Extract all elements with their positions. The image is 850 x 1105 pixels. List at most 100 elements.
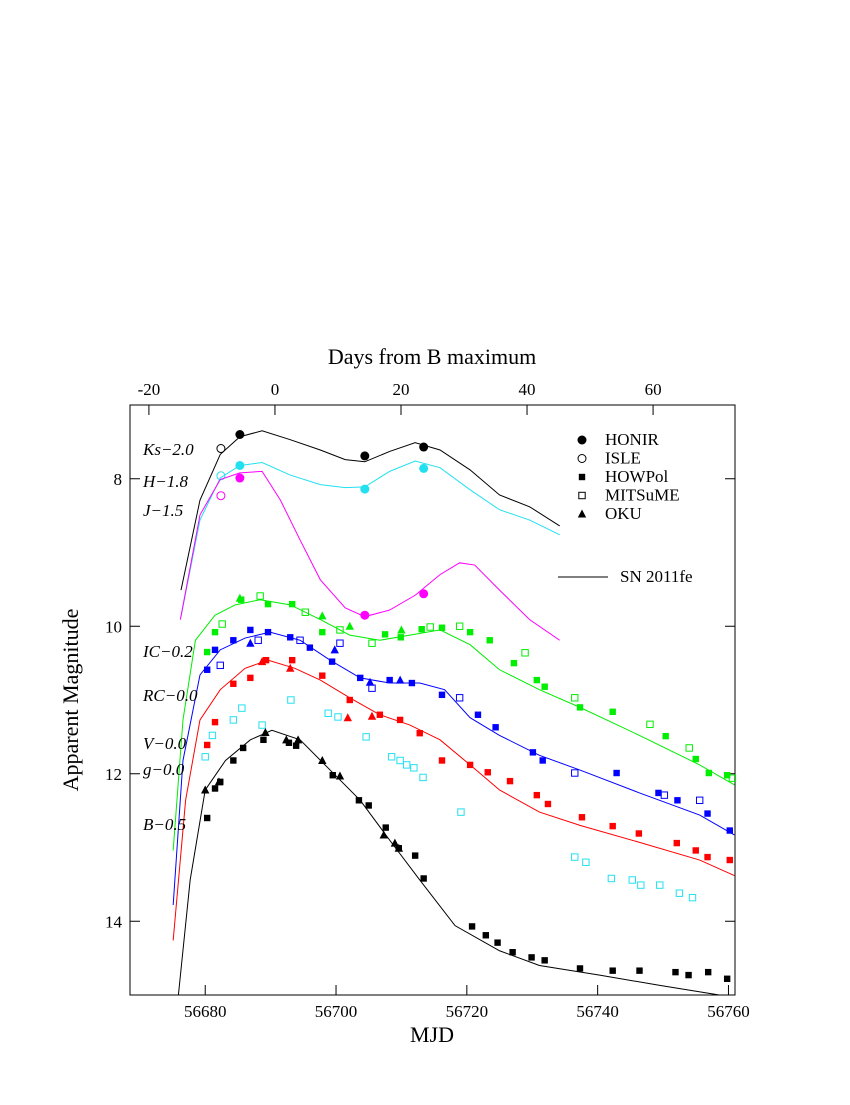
point <box>541 957 548 964</box>
point <box>260 736 267 744</box>
point <box>726 856 733 864</box>
point <box>636 967 643 974</box>
band-label: V−0.0 <box>143 734 187 753</box>
point <box>324 709 332 717</box>
point <box>609 967 616 974</box>
point <box>685 744 693 752</box>
point <box>609 708 616 715</box>
point <box>726 827 733 834</box>
point <box>287 634 294 641</box>
point <box>637 881 645 889</box>
point <box>319 628 326 636</box>
point <box>685 971 692 979</box>
point <box>396 756 404 765</box>
point <box>301 608 309 616</box>
point <box>528 954 535 961</box>
point <box>355 797 363 804</box>
point <box>695 796 704 804</box>
y-tick-label: 14 <box>105 912 123 931</box>
point <box>256 592 264 600</box>
band-label: B−0.5 <box>143 815 186 834</box>
point <box>662 732 669 740</box>
point <box>672 968 679 976</box>
point <box>319 672 326 679</box>
model-curve <box>172 631 735 906</box>
band-label: RC−0.0 <box>142 686 198 705</box>
point <box>230 680 237 687</box>
point <box>419 773 427 782</box>
point <box>360 610 370 620</box>
band-label: IC−0.2 <box>142 642 193 661</box>
point <box>408 679 416 687</box>
point <box>486 637 493 644</box>
point <box>387 753 396 761</box>
point <box>419 442 429 452</box>
point <box>510 659 518 667</box>
point <box>673 839 680 847</box>
point <box>646 720 654 729</box>
point <box>357 674 364 682</box>
point <box>419 589 429 599</box>
point <box>544 800 552 808</box>
point <box>235 430 245 439</box>
x-axis-label: MJD <box>410 1022 454 1047</box>
point <box>410 764 418 772</box>
point <box>367 711 377 720</box>
point <box>368 684 376 692</box>
point <box>343 713 352 722</box>
x2-tick-label: 0 <box>271 380 280 399</box>
point <box>211 718 219 726</box>
point <box>257 657 267 666</box>
point <box>397 634 404 641</box>
point <box>376 711 384 718</box>
point <box>386 676 393 684</box>
point <box>365 677 375 686</box>
point <box>218 620 226 628</box>
point <box>484 769 491 776</box>
point <box>438 691 446 699</box>
point <box>264 600 272 608</box>
point <box>208 731 217 740</box>
point <box>578 814 586 821</box>
point <box>419 463 429 473</box>
point <box>201 785 210 794</box>
point <box>474 711 482 718</box>
point <box>660 791 669 799</box>
point <box>571 769 579 777</box>
point <box>318 755 327 764</box>
point <box>336 626 344 634</box>
point <box>692 847 699 854</box>
y-tick-label: 10 <box>105 617 122 636</box>
point <box>296 636 304 644</box>
point <box>420 875 427 882</box>
legend-label: SN 2011fe <box>620 567 693 586</box>
point <box>329 772 336 779</box>
point <box>230 757 237 764</box>
point <box>509 949 516 956</box>
point <box>395 675 405 684</box>
plot-frame <box>129 404 736 996</box>
point <box>613 769 620 777</box>
point <box>418 626 425 633</box>
point <box>282 735 291 744</box>
point <box>336 639 344 647</box>
point <box>704 810 711 817</box>
point <box>289 656 296 664</box>
point <box>287 696 295 704</box>
point <box>521 649 529 657</box>
point <box>211 628 219 636</box>
point <box>345 621 354 630</box>
point <box>238 704 246 712</box>
point <box>328 658 336 665</box>
point <box>286 663 295 672</box>
x-tick-label: 56740 <box>576 1002 619 1021</box>
point <box>247 674 254 682</box>
legend-marker <box>577 454 587 463</box>
point <box>390 838 400 847</box>
y-axis-label: Apparent Magnitude <box>58 609 83 792</box>
point <box>214 777 224 786</box>
point <box>362 733 370 741</box>
point <box>330 645 339 654</box>
point <box>211 646 219 654</box>
point <box>466 761 474 769</box>
